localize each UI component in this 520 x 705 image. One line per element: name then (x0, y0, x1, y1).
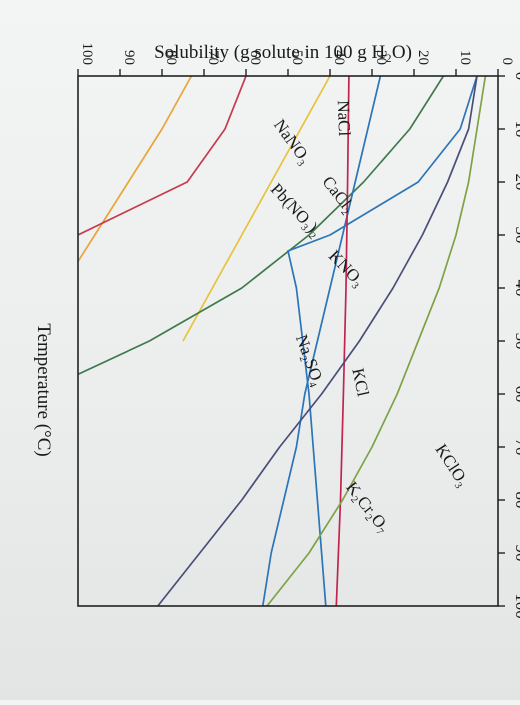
x-tick-label: 0 (512, 72, 520, 81)
series-label-7: K₂Cr₂O₇ (342, 478, 394, 537)
series-line-5 (261, 76, 382, 606)
y-tick-label: 20 (415, 50, 431, 65)
y-tick-label: 60 (247, 50, 263, 65)
y-tick-label: 50 (289, 50, 305, 65)
series-label-4: Na₂SO₄ (292, 332, 328, 389)
x-tick-label: 90 (512, 545, 520, 562)
x-axis-title: Temperature (°C) (33, 323, 54, 456)
series-line-2 (182, 76, 331, 342)
x-tick-label: 50 (512, 333, 520, 350)
y-tick-label: 70 (205, 50, 221, 65)
series-line-3 (78, 76, 445, 376)
x-tick-label: 70 (512, 439, 520, 456)
series-label-8: KClO₃ (432, 441, 473, 490)
series-line-7 (157, 76, 478, 606)
y-tick-label: 80 (163, 50, 179, 65)
y-tick-label: 0 (499, 58, 515, 66)
y-tick-label: 10 (457, 50, 473, 65)
series-line-8 (266, 76, 487, 606)
series-label-5: KCl (348, 366, 373, 398)
x-tick-label: 20 (512, 174, 520, 191)
series-label-6: NaCl (334, 100, 354, 137)
y-tick-label: 40 (331, 50, 347, 65)
x-tick-label: 100 (512, 593, 520, 619)
x-tick-label: 40 (512, 280, 520, 297)
y-axis-title: Solubility (g solute in 100 g H₂O) (154, 42, 412, 63)
x-tick-label: 10 (512, 121, 520, 138)
x-tick-label: 30 (512, 227, 520, 244)
series-line-6 (335, 76, 350, 606)
series-line-4 (287, 76, 478, 606)
plot-frame (77, 75, 499, 607)
y-tick-label: 100 (79, 43, 95, 66)
y-tick-label: 90 (121, 50, 137, 65)
series-label-0: NaNO₃ (270, 116, 315, 168)
x-tick-label: 60 (512, 386, 520, 403)
y-tick-label: 30 (373, 50, 389, 65)
series-line-1 (78, 76, 247, 236)
x-tick-label: 80 (512, 492, 520, 509)
series-line-0 (78, 76, 193, 264)
series-label-2: Pb(NO₃)₂ (267, 180, 326, 241)
